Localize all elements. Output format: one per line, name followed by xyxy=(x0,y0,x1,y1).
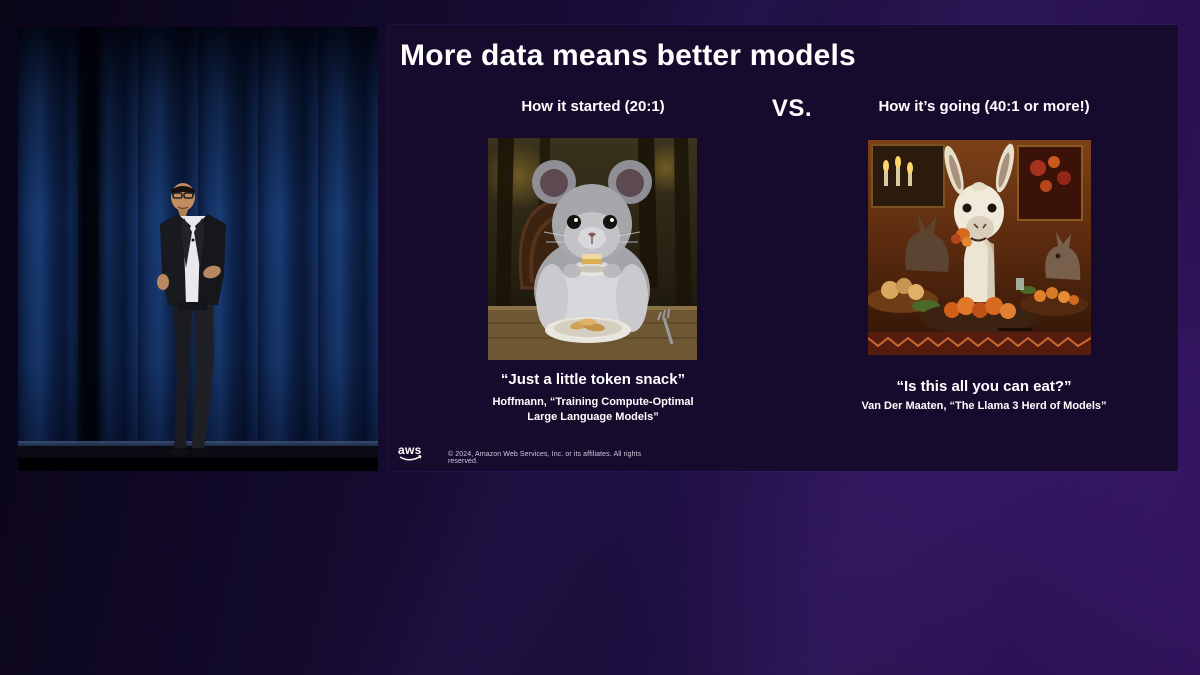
chinchilla-snack-image xyxy=(488,138,697,360)
llama-feast-image xyxy=(868,140,1091,355)
audience-silhouettes xyxy=(18,458,378,471)
aws-logo: aws xyxy=(397,442,427,464)
copyright-text: © 2024, Amazon Web Services, Inc. or its… xyxy=(448,451,642,465)
right-column-heading: How it’s going (40:1 or more!) xyxy=(878,98,1090,115)
left-quote: “Just a little token snack” xyxy=(500,371,686,388)
svg-text:aws: aws xyxy=(398,443,422,457)
llama-illustration xyxy=(868,140,1091,355)
vs-label: VS. xyxy=(771,95,813,122)
slide-title: More data means better models xyxy=(400,39,856,72)
chinchilla-illustration xyxy=(488,138,697,360)
left-citation-line2: Large Language Models” xyxy=(527,411,659,423)
right-citation: Van Der Maaten, “The Llama 3 Herd of Mod… xyxy=(861,400,1107,412)
speaker-video-feed xyxy=(18,27,378,471)
right-quote: “Is this all you can eat?” xyxy=(896,378,1072,395)
left-column-heading: How it started (20:1) xyxy=(521,98,665,115)
left-citation-line1: Hoffmann, “Training Compute-Optimal xyxy=(492,396,694,408)
left-citation: Hoffmann, “Training Compute-Optimal Larg… xyxy=(458,395,728,425)
speaker-figure xyxy=(157,183,226,456)
slide-panel: More data means better models How it sta… xyxy=(388,25,1178,471)
